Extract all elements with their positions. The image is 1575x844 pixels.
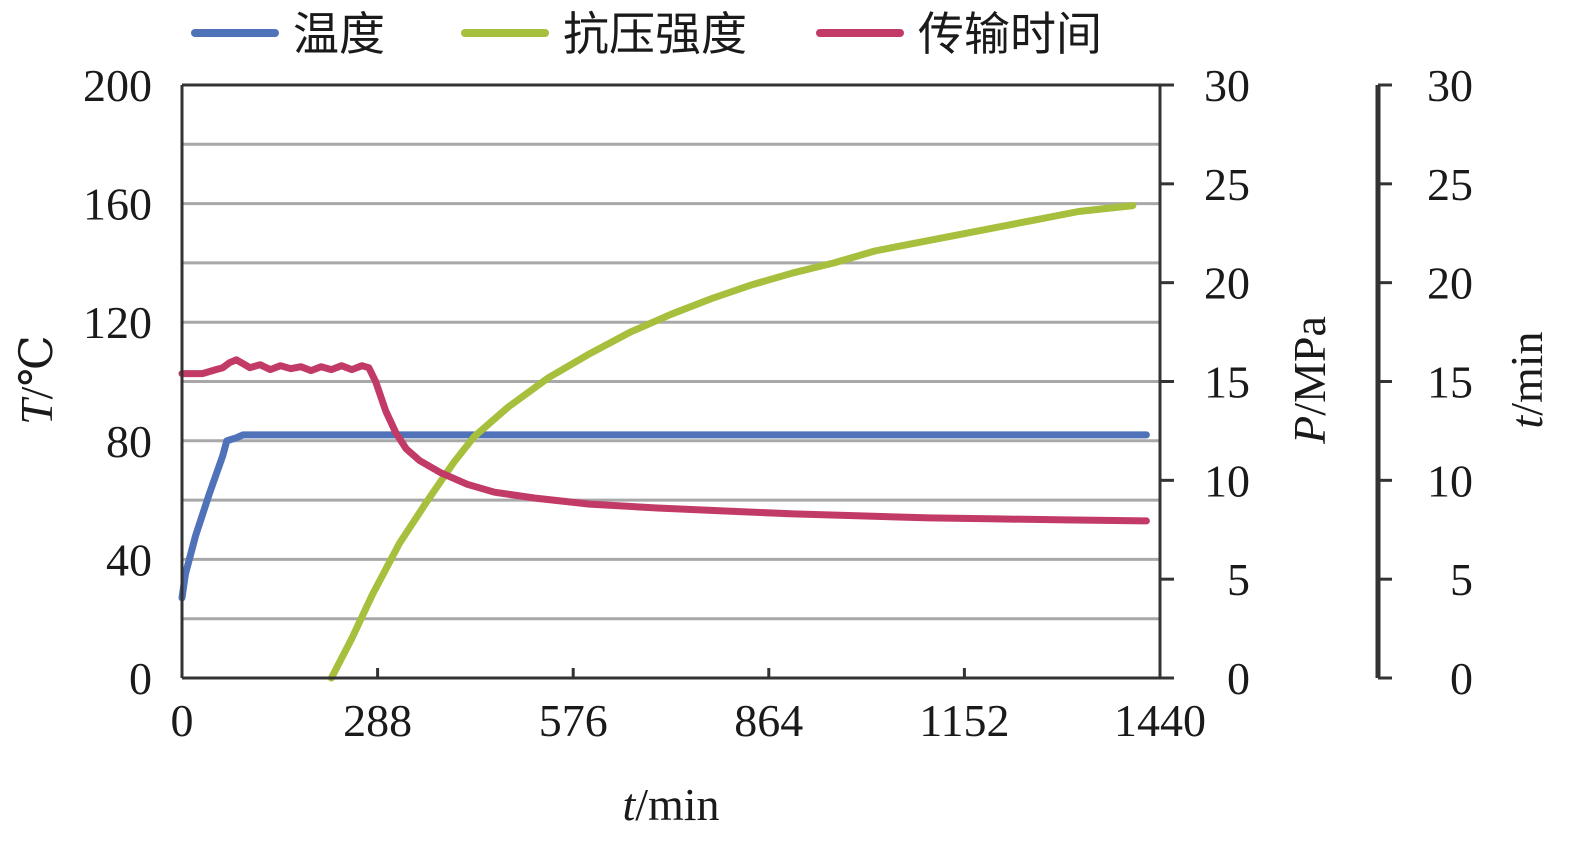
- third-y-axis-title-text: t/min: [1501, 331, 1552, 428]
- third-y-tick-label: 25: [1427, 159, 1473, 210]
- right-y-axis-title-var: P: [1284, 416, 1335, 445]
- axes: 0 288 576 864 1152 1440t/min04080120160200051…: [11, 60, 1552, 830]
- right-y-tick-label: 10: [1204, 455, 1250, 506]
- right-y-tick-label: 30: [1204, 60, 1250, 111]
- right-y-axis-title: P/MPa: [1284, 316, 1335, 445]
- third-y-tick-label: 5: [1450, 554, 1473, 605]
- x-tick-label: 288: [343, 695, 412, 746]
- left-y-axis-title-text: T/℃: [11, 335, 62, 425]
- third-y-axis-title: t/min: [1501, 331, 1552, 428]
- right-y-tick-label: 20: [1204, 258, 1250, 309]
- left-y-axis-title: T/℃: [11, 335, 62, 425]
- right-y-axis-title-text: P/MPa: [1284, 316, 1335, 445]
- x-axis-title-unit: /min: [635, 779, 719, 830]
- series-line-0: [178, 431, 1150, 602]
- left-y-tick-label: 80: [106, 416, 152, 467]
- x-axis-title: t/min: [622, 779, 719, 830]
- left-y-tick-label: 200: [83, 60, 152, 111]
- series-layer: [178, 202, 1150, 682]
- series-line-1: [327, 202, 1137, 682]
- third-y-axis-title-var: t: [1501, 415, 1552, 429]
- left-y-tick-label: 40: [106, 534, 152, 585]
- x-tick-label: 1152: [919, 695, 1009, 746]
- gridlines: [182, 142, 1160, 621]
- left-y-tick-label: 0: [129, 653, 152, 704]
- x-axis-title-var: t: [622, 779, 636, 830]
- legend-label-2: 传输时间: [918, 7, 1102, 61]
- left-y-axis-title-unit: /℃: [11, 335, 62, 399]
- x-tick-label: 0: [171, 695, 194, 746]
- third-y-tick-label: 10: [1427, 455, 1473, 506]
- right-y-tick-label: 25: [1204, 159, 1250, 210]
- right-y-tick-label: 0: [1227, 653, 1250, 704]
- third-y-tick-label: 15: [1427, 357, 1473, 408]
- right-y-tick-label: 5: [1227, 554, 1250, 605]
- legend-label-0: 温度: [293, 7, 385, 61]
- third-y-tick-label: 0: [1450, 653, 1473, 704]
- third-y-axis-title-unit: /min: [1501, 331, 1552, 415]
- third-y-tick-label: 20: [1427, 258, 1473, 309]
- right-y-tick-label: 15: [1204, 357, 1250, 408]
- x-tick-label: 1440: [1114, 695, 1206, 746]
- right-y-axis-title-unit: /MPa: [1284, 316, 1335, 416]
- left-y-axis-title-var: T: [11, 396, 62, 425]
- x-tick-label: 576: [539, 695, 608, 746]
- left-y-tick-label: 160: [83, 179, 152, 230]
- left-y-tick-label: 120: [83, 297, 152, 348]
- x-tick-label: 864: [734, 695, 803, 746]
- legend-label-1: 抗压强度: [563, 7, 747, 61]
- third-y-tick-label: 30: [1427, 60, 1473, 111]
- legend: 温度 抗压强度 传输时间: [191, 7, 1102, 61]
- series-line-2: [178, 356, 1150, 525]
